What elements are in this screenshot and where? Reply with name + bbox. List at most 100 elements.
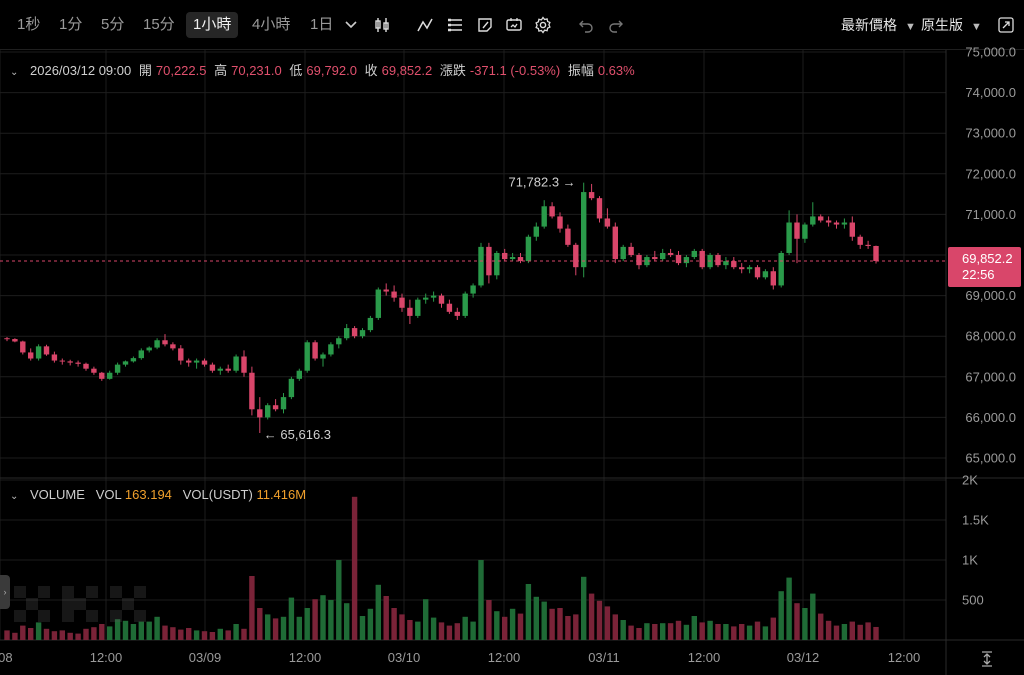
chart-mode-select[interactable]: 原生版 ▼ <box>921 12 982 38</box>
volume-bar <box>873 626 879 640</box>
volume-bar <box>43 628 50 640</box>
time-tick-label: 12:00 <box>688 650 721 665</box>
indicator-icon[interactable] <box>414 13 436 37</box>
timeframe-5m[interactable]: 5分 <box>101 16 125 33</box>
time-tick-label: 12:00 <box>888 650 921 665</box>
volume-bar <box>502 616 508 640</box>
candle-body <box>257 409 263 418</box>
timeframe-1h[interactable]: 1小時 <box>186 12 239 38</box>
volume-bar <box>494 611 500 640</box>
settings-icon[interactable] <box>532 13 554 37</box>
candle-body <box>770 271 776 286</box>
volume-bar <box>178 629 184 640</box>
candle-body <box>178 348 184 361</box>
candle-body <box>217 368 223 371</box>
volume-bar <box>225 630 231 640</box>
volume-bar <box>841 624 848 640</box>
time-tick-label: 03/09 <box>189 650 222 665</box>
volume-bar <box>644 623 650 640</box>
vol-usdt-label: VOL(USDT) <box>182 487 253 502</box>
volume-bar <box>249 576 255 640</box>
timeframe-1m[interactable]: 1分 <box>59 16 83 33</box>
volume-bar <box>731 626 737 640</box>
candle-body <box>383 289 389 292</box>
volume-bar <box>138 621 144 640</box>
list-icon[interactable] <box>444 13 466 37</box>
volume-bar <box>193 630 200 640</box>
candle-body <box>99 372 105 379</box>
candle-body <box>478 246 484 286</box>
drawing-icon[interactable] <box>474 13 496 37</box>
candle-body <box>810 216 816 225</box>
volume-bar <box>762 626 769 640</box>
candle-body <box>20 341 26 353</box>
price-mode-select[interactable]: 最新價格 ▼ <box>841 12 916 38</box>
template-icon[interactable] <box>503 13 525 37</box>
candle-body <box>415 299 421 316</box>
candle-body <box>241 356 247 373</box>
candle-body <box>652 257 658 260</box>
high-label: 高 <box>214 63 228 78</box>
timeframe-1s[interactable]: 1秒 <box>17 16 41 33</box>
chevron-down-icon[interactable] <box>340 13 362 37</box>
expand-panel-handle[interactable]: › <box>0 575 10 609</box>
candle-type-icon[interactable] <box>371 13 393 37</box>
price-mode-label: 最新價格 <box>841 17 897 33</box>
low-label: 低 <box>289 63 303 78</box>
chevron-down-icon[interactable]: ⌄ <box>10 491 19 502</box>
volume-bar <box>344 603 350 640</box>
change-value: -371.1 (-0.53%) <box>469 63 561 78</box>
volume-bar <box>351 496 358 640</box>
candle-body <box>12 339 18 342</box>
volume-bar <box>367 608 374 640</box>
price-tick-label: 68,000.0 <box>965 329 1016 344</box>
high-price-annotation: 71,782.3 → <box>508 175 575 190</box>
candle-body <box>723 261 729 266</box>
volume-bar <box>699 622 705 640</box>
candle-body <box>107 372 113 379</box>
candle-body <box>375 289 381 318</box>
candle-body <box>265 405 271 418</box>
candle-body <box>35 346 42 359</box>
volume-bar <box>446 625 453 640</box>
candle-body <box>233 356 239 371</box>
volume-bar <box>517 613 524 640</box>
timeframe-1d[interactable]: 1日 <box>310 16 334 33</box>
timeframe-4h[interactable]: 4小時 <box>252 16 291 33</box>
volume-bar <box>296 616 302 640</box>
price-tick-label: 67,000.0 <box>965 369 1016 384</box>
volume-bar <box>407 620 413 640</box>
candle-body <box>170 344 176 349</box>
candle-body <box>296 370 302 379</box>
volume-tick-label: 1.5K <box>962 513 989 528</box>
chart-toolbar: 1秒 1分 5分 15分 1小時 4小時 1日 最新價格 ▼ 原生版 ▼ <box>0 0 1024 50</box>
redo-icon[interactable] <box>605 13 627 37</box>
candle-body <box>683 257 690 264</box>
volume-bar <box>359 616 366 640</box>
change-label: 漲跌 <box>439 63 466 78</box>
volume-bar <box>588 593 595 640</box>
volume-bar <box>438 622 445 640</box>
undo-icon[interactable] <box>575 13 597 37</box>
chevron-down-icon[interactable]: ⌄ <box>10 67 19 78</box>
low-price-annotation: ← 65,616.3 <box>264 427 331 442</box>
okx-watermark-logo <box>14 586 146 622</box>
fullscreen-icon[interactable] <box>995 13 1017 37</box>
low-value: 69,792.0 <box>306 63 357 78</box>
timeframe-15m[interactable]: 15分 <box>143 16 175 33</box>
candle-body <box>802 224 808 239</box>
volume-bar <box>565 616 571 640</box>
candle-body <box>312 342 318 359</box>
volume-bar <box>715 624 721 640</box>
candle-body <box>114 364 121 373</box>
candle-body <box>186 360 192 363</box>
volume-bar <box>320 595 326 640</box>
volume-bar <box>304 608 310 640</box>
candle-body <box>320 354 326 359</box>
volume-bar <box>723 624 729 640</box>
volume-bar <box>328 600 334 640</box>
axis-resize-icon[interactable] <box>978 648 996 670</box>
candle-body <box>644 257 650 266</box>
vol-label: VOL <box>95 487 122 502</box>
